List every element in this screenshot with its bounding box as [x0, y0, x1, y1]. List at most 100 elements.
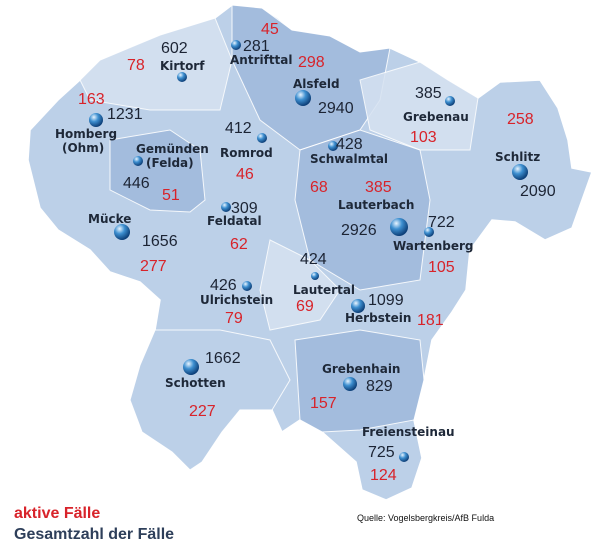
municipality-kirtorf: Kirtorf 602 78	[127, 40, 205, 82]
total-cases: 1099	[368, 292, 404, 309]
source-note: Quelle: Vogelsbergkreis/AfB Fulda	[357, 513, 495, 523]
active-cases: 79	[225, 310, 243, 327]
total-cases: 602	[161, 40, 188, 57]
municipality-gemünden-felda: Gemünden(Felda) 446 51	[123, 142, 209, 204]
total-cases: 2926	[341, 222, 377, 239]
municipality-lauterbach: Lauterbach 2926 385	[338, 179, 414, 239]
municipality-wartenberg: Wartenberg 722 105	[393, 214, 473, 276]
municipality-name: Mücke	[88, 212, 131, 226]
legend-active-cases: aktive Fälle	[14, 505, 101, 522]
location-marker-icon	[390, 218, 408, 236]
active-cases: 157	[310, 395, 337, 412]
active-cases: 46	[236, 166, 254, 183]
municipality-name: (Felda)	[146, 156, 194, 170]
location-marker-icon	[399, 452, 409, 462]
schotten-region	[129, 329, 291, 471]
location-marker-icon	[221, 202, 231, 212]
location-marker-icon	[133, 156, 143, 166]
active-cases: 181	[417, 312, 444, 329]
municipality-name: Homberg	[55, 127, 117, 141]
total-cases: 446	[123, 175, 150, 192]
active-cases: 78	[127, 57, 145, 74]
municipality-herbstein: Herbstein 1099 181	[345, 292, 444, 329]
municipality-name: Lauterbach	[338, 198, 414, 212]
total-cases: 2090	[520, 183, 556, 200]
municipality-romrod: Romrod 412 46	[220, 120, 273, 183]
municipality-name: Kirtorf	[160, 59, 205, 73]
total-cases: 424	[300, 251, 327, 268]
municipality-name: Romrod	[220, 146, 273, 160]
active-cases: 124	[370, 467, 397, 484]
lautertal-region	[259, 239, 341, 331]
location-marker-icon	[328, 141, 338, 151]
total-cases: 281	[243, 38, 270, 55]
location-marker-icon	[231, 40, 241, 50]
total-cases: 426	[210, 277, 237, 294]
location-marker-icon	[295, 90, 311, 106]
municipality-name: Schwalmtal	[310, 152, 388, 166]
municipality-schotten: Schotten 1662 227	[165, 350, 241, 420]
active-cases: 277	[140, 258, 167, 275]
total-cases: 412	[225, 120, 252, 137]
location-marker-icon	[343, 377, 357, 391]
location-marker-icon	[183, 359, 199, 375]
active-cases: 163	[78, 91, 105, 108]
total-cases: 722	[428, 214, 455, 231]
total-cases: 309	[231, 200, 258, 217]
location-marker-icon	[512, 164, 528, 180]
total-cases: 1231	[107, 106, 143, 123]
location-marker-icon	[311, 272, 319, 280]
active-cases: 227	[189, 403, 216, 420]
municipality-name: Feldatal	[207, 214, 262, 228]
municipality-schlitz: Schlitz 2090 258	[495, 111, 556, 200]
municipality-grebenau: Grebenau 385 103	[403, 85, 469, 146]
total-cases: 385	[415, 85, 442, 102]
active-cases: 45	[261, 21, 279, 38]
municipality-name: (Ohm)	[62, 141, 104, 155]
location-marker-icon	[242, 281, 252, 291]
location-marker-icon	[89, 113, 103, 127]
municipality-name: Grebenau	[403, 110, 469, 124]
grebenau-region	[359, 61, 479, 151]
lauterbach-region	[294, 129, 431, 291]
location-marker-icon	[424, 227, 434, 237]
active-cases: 258	[507, 111, 534, 128]
municipality-name: Gemünden	[136, 142, 209, 156]
municipality-name: Freiensteinau	[362, 425, 455, 439]
north-light	[79, 17, 233, 111]
municipality-name: Alsfeld	[293, 77, 340, 91]
total-cases: 829	[366, 378, 393, 395]
total-cases: 1656	[142, 233, 178, 250]
active-cases: 103	[410, 129, 437, 146]
active-cases: 68	[310, 179, 328, 196]
municipality-name: Schlitz	[495, 150, 540, 164]
total-cases: 2940	[318, 100, 354, 117]
municipality-freiensteinau: Freiensteinau 725 124	[362, 425, 455, 484]
active-cases: 51	[162, 187, 180, 204]
location-marker-icon	[257, 133, 267, 143]
active-cases: 62	[230, 236, 248, 253]
gemuenden-region	[109, 129, 206, 213]
municipality-name: Herbstein	[345, 311, 411, 325]
municipality-alsfeld: Alsfeld 2940 298	[293, 54, 354, 117]
municipality-name: Wartenberg	[393, 239, 473, 253]
total-cases: 725	[368, 444, 395, 461]
municipality-name: Lautertal	[293, 283, 355, 297]
active-cases: 69	[296, 298, 314, 315]
active-cases: 298	[298, 54, 325, 71]
location-marker-icon	[351, 299, 365, 313]
municipality-name: Grebenhain	[322, 362, 400, 376]
active-cases: 385	[365, 179, 392, 196]
location-marker-icon	[177, 72, 187, 82]
location-marker-icon	[445, 96, 455, 106]
municipality-name: Ulrichstein	[200, 293, 273, 307]
active-cases: 105	[428, 259, 455, 276]
total-cases: 1662	[205, 350, 241, 367]
municipality-name: Antrifttal	[230, 53, 293, 67]
